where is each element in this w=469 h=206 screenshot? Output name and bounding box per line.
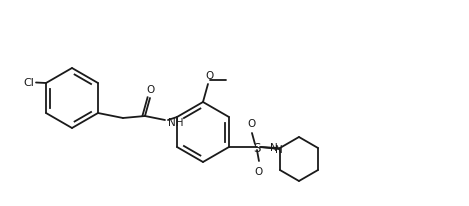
- Text: O: O: [147, 85, 155, 95]
- Text: NH: NH: [168, 117, 183, 127]
- Text: S: S: [253, 141, 261, 154]
- Text: O: O: [206, 71, 214, 81]
- Text: N: N: [270, 142, 278, 152]
- Text: O: O: [255, 166, 263, 176]
- Text: N: N: [275, 144, 283, 154]
- Text: Cl: Cl: [23, 78, 34, 88]
- Text: O: O: [248, 118, 256, 128]
